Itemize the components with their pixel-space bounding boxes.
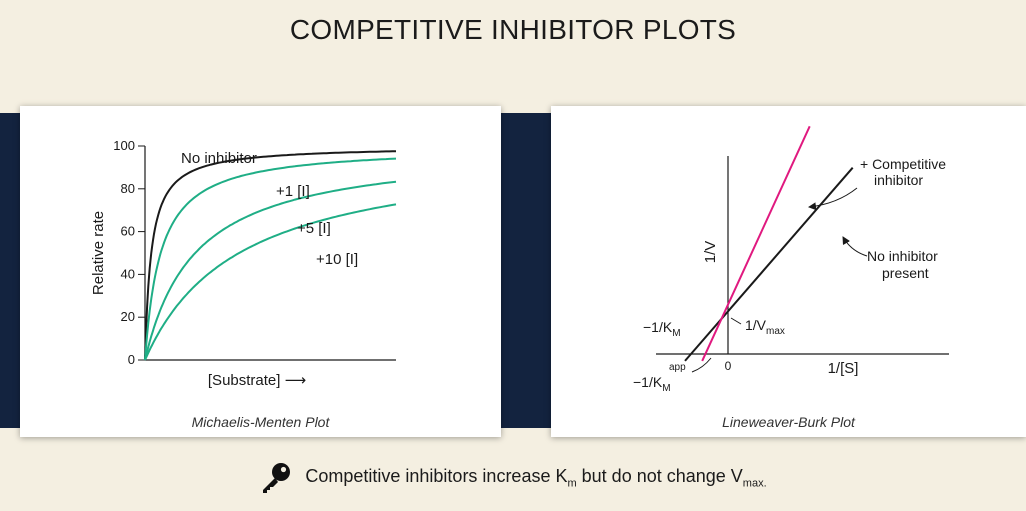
footer-note: Competitive inhibitors increase Km but d… bbox=[0, 458, 1026, 498]
lb-line-competitive bbox=[701, 125, 811, 362]
mm-curve-inhibitor-1 bbox=[144, 157, 397, 361]
lb-line-no-inhibitor bbox=[684, 167, 854, 362]
mm-y-tick-label: 80 bbox=[121, 181, 135, 196]
lb-label-km-app-sup: app bbox=[669, 362, 686, 373]
mm-curve-no-inhibitor bbox=[144, 150, 397, 361]
lb-label-no-inhibitor-2: present bbox=[882, 265, 929, 281]
lb-origin-label: 0 bbox=[725, 359, 732, 373]
footer-text: Competitive inhibitors increase Km but d… bbox=[305, 466, 766, 490]
mm-x-axis-label: [Substrate] ⟶ bbox=[208, 372, 306, 389]
lb-y-axis-label: 1/V bbox=[702, 241, 719, 264]
lb-x-axis-label: 1/[S] bbox=[828, 360, 859, 377]
michaelis-menten-card: 0 20 40 60 80 100 Relative rate [Substrate] ⟶ N… bbox=[20, 106, 501, 437]
chart-caption-mm: Michaelis-Menten Plot bbox=[191, 414, 330, 430]
lb-label-km-app: −1/KM bbox=[633, 374, 671, 394]
mm-y-tick-label: 40 bbox=[121, 266, 135, 281]
mm-curve-inhibitor-3 bbox=[144, 203, 397, 361]
lineweaver-burk-card: 1/V 1/[S] 0 + Competitive inhibitor No inhib… bbox=[551, 106, 1026, 437]
mm-y-tick-label: 0 bbox=[128, 352, 135, 367]
lb-label-vmax: 1/Vmax bbox=[745, 317, 785, 337]
mm-y-tick-label: 60 bbox=[121, 224, 135, 239]
page-title: COMPETITIVE INHIBITOR PLOTS bbox=[289, 14, 737, 45]
mm-curve-inhibitor-2 bbox=[144, 180, 397, 361]
lb-label-competitive-1: + Competitive bbox=[860, 156, 946, 172]
key-icon bbox=[263, 463, 291, 493]
mm-y-tick-label: 100 bbox=[113, 138, 135, 153]
footer-text-part2: but do not change V bbox=[576, 466, 743, 487]
footer-vmax-sub: max. bbox=[742, 477, 767, 490]
lb-callout-vmax bbox=[730, 317, 742, 325]
footer-text-part1: Competitive inhibitors increase K bbox=[305, 466, 568, 487]
lb-callout-no-inhibitor bbox=[842, 236, 868, 257]
chart-caption-lb: Lineweaver-Burk Plot bbox=[722, 414, 855, 430]
mm-y-axis-label: Relative rate bbox=[90, 211, 107, 295]
lb-callout-km-app bbox=[691, 357, 712, 373]
lb-label-competitive-2: inhibitor bbox=[874, 172, 923, 188]
mm-series-label: No inhibitor bbox=[181, 150, 257, 167]
mm-series-label: +5 [I] bbox=[297, 220, 331, 237]
mm-series-label: +1 [I] bbox=[276, 183, 310, 200]
michaelis-menten-chart: 0 20 40 60 80 100 Relative rate [Substrate] ⟶ N… bbox=[90, 138, 397, 389]
lb-label-no-inhibitor-1: No inhibitor bbox=[867, 248, 938, 264]
mm-series-label: +10 [I] bbox=[316, 251, 358, 268]
lb-label-km: −1/KM bbox=[643, 319, 681, 339]
footer-km-sub: m bbox=[567, 477, 577, 490]
mm-y-tick-label: 20 bbox=[121, 309, 135, 324]
lb-callout-competitive bbox=[808, 187, 858, 211]
